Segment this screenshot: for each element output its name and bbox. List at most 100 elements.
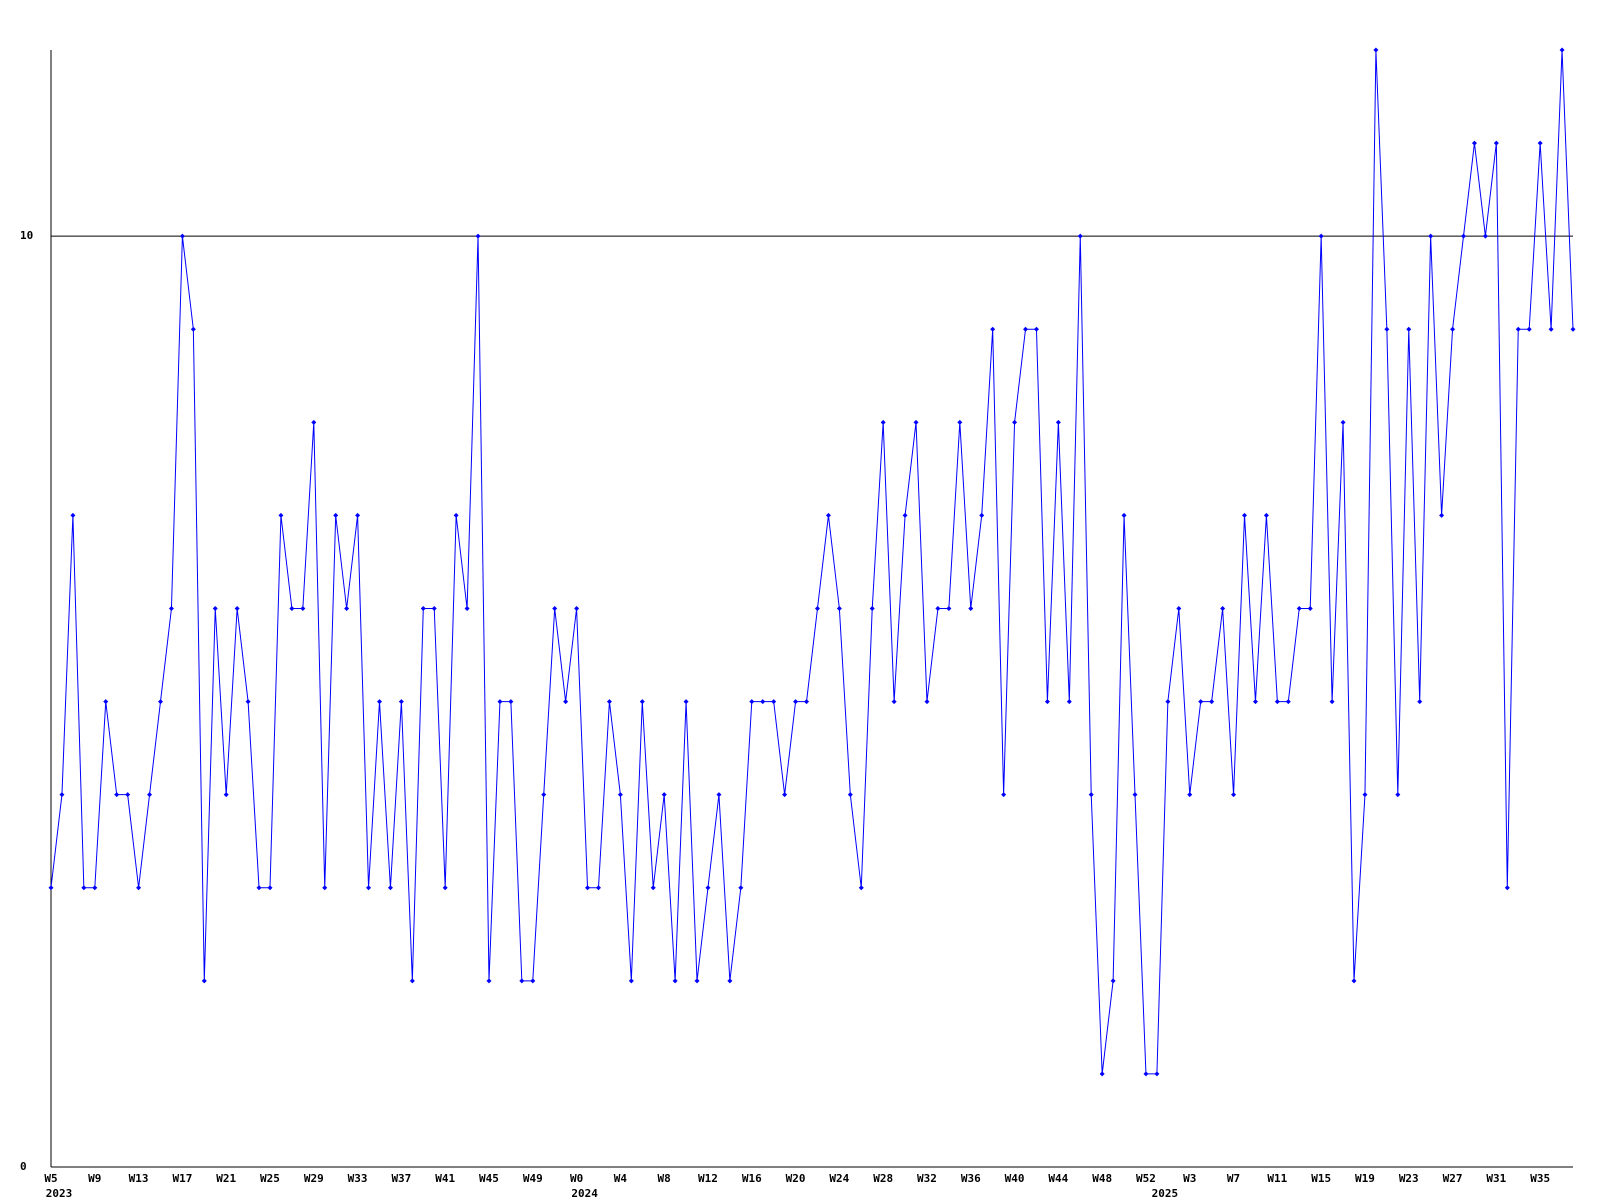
data-point [585,885,591,891]
data-point [650,885,656,891]
x-tick-label: W28 [873,1172,893,1185]
data-point [464,606,470,611]
x-tick-label: W49 [523,1172,543,1185]
data-point [387,885,393,891]
data-point [738,885,744,891]
x-tick-label: W32 [917,1172,937,1185]
x-tick-label: W23 [1399,1172,1419,1185]
x-tick-label: W25 [260,1172,280,1185]
data-point [574,606,580,611]
x-tick-label: W31 [1486,1172,1506,1185]
data-point [694,978,700,984]
data-point [103,699,109,705]
data-point [1570,326,1576,332]
year-label: 2025 [1152,1187,1179,1200]
data-point [957,419,963,425]
x-tick-label: W44 [1048,1172,1068,1185]
data-point [727,978,733,984]
x-tick-label: W52 [1136,1172,1156,1185]
data-point [1395,792,1401,798]
data-point [311,419,317,425]
data-point [1121,512,1127,518]
x-tick-label: W33 [348,1172,368,1185]
data-point [1362,792,1368,798]
data-point [398,699,404,705]
data-point [1132,792,1138,798]
data-point [771,699,777,705]
data-point [245,699,251,705]
data-point [595,885,601,891]
x-tick-label: W37 [391,1172,411,1185]
x-tick-label: W17 [172,1172,192,1185]
data-point [825,512,831,518]
data-point [59,792,65,798]
x-tick-label: W13 [129,1172,149,1185]
data-point [212,606,218,611]
data-point [749,699,755,705]
data-point [1351,978,1357,984]
data-point [1033,326,1039,332]
data-point [1099,1071,1105,1077]
data-point [880,419,886,425]
data-point [1143,1071,1149,1077]
x-tick-label: W7 [1227,1172,1240,1185]
x-tick-label: W35 [1530,1172,1550,1185]
data-point [81,885,87,891]
year-label: 2024 [571,1187,598,1200]
data-point [804,699,810,705]
data-point [157,699,163,705]
data-point [475,233,481,239]
data-point [760,699,766,705]
data-point [1384,326,1390,332]
data-point [968,606,974,611]
data-point [300,606,306,611]
data-point [1198,699,1204,705]
data-point [267,885,273,891]
x-tick-label: W9 [88,1172,101,1185]
data-point [814,606,820,611]
data-point [1154,1071,1160,1077]
data-point [125,792,131,798]
x-tick-label: W19 [1355,1172,1375,1185]
data-point [552,606,558,611]
data-point [289,606,295,611]
data-point [530,978,536,984]
data-point [333,512,339,518]
data-point [672,978,678,984]
data-point [1252,699,1258,705]
data-point [497,699,503,705]
data-point [1318,233,1324,239]
data-point [179,233,185,239]
data-point [1461,233,1467,239]
data-point [147,792,153,798]
x-tick-label: W0 [570,1172,583,1185]
data-point [1044,699,1050,705]
x-tick-label: W36 [961,1172,981,1185]
x-tick-label: W20 [786,1172,806,1185]
data-point [1493,140,1499,146]
data-point [935,606,941,611]
data-point [70,512,76,518]
data-point [793,699,799,705]
x-tick-label: W48 [1092,1172,1112,1185]
x-tick-label: W15 [1311,1172,1331,1185]
data-point [190,326,196,332]
x-tick-label: W24 [829,1172,849,1185]
data-point [858,885,864,891]
data-point [1482,233,1488,239]
x-tick-label: W27 [1443,1172,1463,1185]
data-point [1088,792,1094,798]
x-tick-label: W3 [1183,1172,1196,1185]
data-point [519,978,525,984]
data-point [617,792,623,798]
data-point [1274,699,1280,705]
data-point [168,606,174,611]
x-tick-label: W11 [1267,1172,1287,1185]
data-point [606,699,612,705]
data-point [1110,978,1116,984]
data-point [1428,233,1434,239]
data-point [366,885,372,891]
data-point [946,606,952,611]
data-point [1307,606,1313,611]
